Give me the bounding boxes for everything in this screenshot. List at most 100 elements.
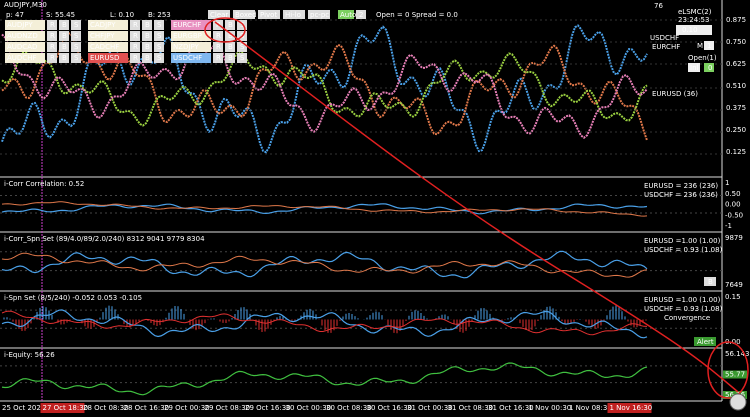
zero-box[interactable]: [704, 63, 714, 72]
count-box[interactable]: [704, 41, 714, 50]
price-axis-label: 0.125: [726, 148, 746, 156]
order-button[interactable]: [47, 20, 57, 30]
order-button[interactable]: [225, 20, 235, 30]
panel-label: Alert: [697, 338, 714, 346]
auto-button[interactable]: [338, 10, 354, 19]
symbol-cell[interactable]: [5, 31, 45, 41]
symbol-cell[interactable]: [88, 53, 128, 63]
annotation-line: [214, 21, 739, 393]
side-panel-m: M: [697, 42, 703, 50]
order-button-label: R: [133, 43, 138, 51]
order-button[interactable]: [59, 20, 69, 30]
button[interactable]: [704, 277, 716, 286]
order-button-label: B: [62, 21, 67, 29]
order-button[interactable]: [237, 53, 247, 63]
price-axis-label: 0.625: [726, 60, 746, 68]
order-button[interactable]: [71, 42, 81, 52]
symbol-cell[interactable]: [5, 42, 45, 52]
order-button[interactable]: [130, 31, 140, 41]
order-button[interactable]: [130, 53, 140, 63]
symbol-cell[interactable]: [5, 20, 45, 30]
symbol-cell[interactable]: [5, 53, 45, 63]
time-axis-label: 30 Oct 16:30: [367, 404, 413, 412]
order-button[interactable]: [47, 31, 57, 41]
side-panel-n: 1: [707, 42, 711, 50]
order-button[interactable]: [142, 20, 152, 30]
order-button[interactable]: [154, 53, 164, 63]
order-button[interactable]: [237, 20, 247, 30]
order-button[interactable]: [225, 31, 235, 41]
axis-highlight: [723, 370, 747, 379]
order-button-label: B: [228, 32, 233, 40]
order-button[interactable]: [59, 42, 69, 52]
symbol-cell[interactable]: [171, 31, 211, 41]
symbol-cell[interactable]: [88, 20, 128, 30]
series-label: EURUSD (36): [652, 90, 698, 98]
order-button[interactable]: [142, 42, 152, 52]
toolbar-button-label: Clear: [210, 11, 228, 19]
time-axis-label: 29 Oct 00:30: [164, 404, 210, 412]
order-button[interactable]: [47, 42, 57, 52]
symbol-label: CADJPY: [90, 21, 116, 29]
order-button[interactable]: [71, 31, 81, 41]
order-button[interactable]: [71, 20, 81, 30]
order-button[interactable]: [154, 20, 164, 30]
toolbar-button[interactable]: [283, 10, 305, 19]
panel-label: USDCHF = 0.93 (1.08): [644, 246, 723, 254]
indicator-name: eLSMC(2): [678, 8, 712, 16]
chart-symbol: AUDJPY,M30: [4, 1, 47, 9]
symbol-cell[interactable]: [88, 42, 128, 52]
panel-label: B: [708, 278, 713, 286]
symbol-cell[interactable]: [171, 20, 211, 30]
order-button[interactable]: [154, 42, 164, 52]
in-box[interactable]: [688, 63, 700, 72]
time-axis-label: 1 Nov 08:30: [569, 404, 612, 412]
zoom-icon[interactable]: [729, 393, 747, 411]
symbol-cell[interactable]: [171, 53, 211, 63]
toolbar-button[interactable]: [233, 10, 255, 19]
order-button[interactable]: [142, 31, 152, 41]
order-button[interactable]: [59, 31, 69, 41]
order-button[interactable]: [130, 42, 140, 52]
price-curve: [1, 31, 648, 141]
order-button-label: B: [62, 54, 67, 62]
order-button[interactable]: [154, 31, 164, 41]
order-button[interactable]: [225, 53, 235, 63]
panel-axis-label: 1: [725, 179, 729, 187]
order-button[interactable]: [130, 20, 140, 30]
order-button[interactable]: [213, 31, 223, 41]
side-panel-lot: 0.10: [682, 26, 698, 34]
toolbar-button[interactable]: [308, 10, 330, 19]
toolbar-button[interactable]: [258, 10, 280, 19]
order-button[interactable]: [237, 42, 247, 52]
panel-axis-label: 0.15: [725, 293, 741, 301]
order-button[interactable]: [142, 53, 152, 63]
symbol-cell[interactable]: [88, 31, 128, 41]
panel-axis-label: 7649: [725, 281, 743, 289]
order-button[interactable]: [71, 53, 81, 63]
order-button[interactable]: [213, 42, 223, 52]
side-panel-time: 23:24:53: [678, 16, 709, 24]
panel-label: EURUSD =1.00 (1.00): [644, 237, 721, 245]
symbol-label: EURGBP: [173, 32, 202, 40]
order-button[interactable]: [47, 53, 57, 63]
order-button-label: B: [145, 43, 150, 51]
time-axis-label: 31 Oct 08:30: [448, 404, 494, 412]
lot-box[interactable]: [676, 25, 712, 35]
indicator-curve: [1, 362, 648, 396]
order-button-label: S: [157, 54, 162, 62]
order-button[interactable]: [225, 42, 235, 52]
panel-axis-label: 55.77: [725, 371, 745, 379]
auto-count[interactable]: [356, 10, 366, 19]
order-button-label: R: [133, 32, 138, 40]
time-axis-label: 1 Nov 16:30: [610, 404, 653, 412]
order-button[interactable]: [213, 53, 223, 63]
order-button[interactable]: [59, 53, 69, 63]
toolbar-button[interactable]: [208, 10, 230, 19]
indicator-curve: [1, 252, 648, 278]
alert-button[interactable]: [694, 337, 716, 346]
order-button-label: R: [216, 32, 221, 40]
order-button-label: S: [157, 21, 162, 29]
order-button-label: R: [133, 21, 138, 29]
symbol-cell[interactable]: [171, 42, 211, 52]
